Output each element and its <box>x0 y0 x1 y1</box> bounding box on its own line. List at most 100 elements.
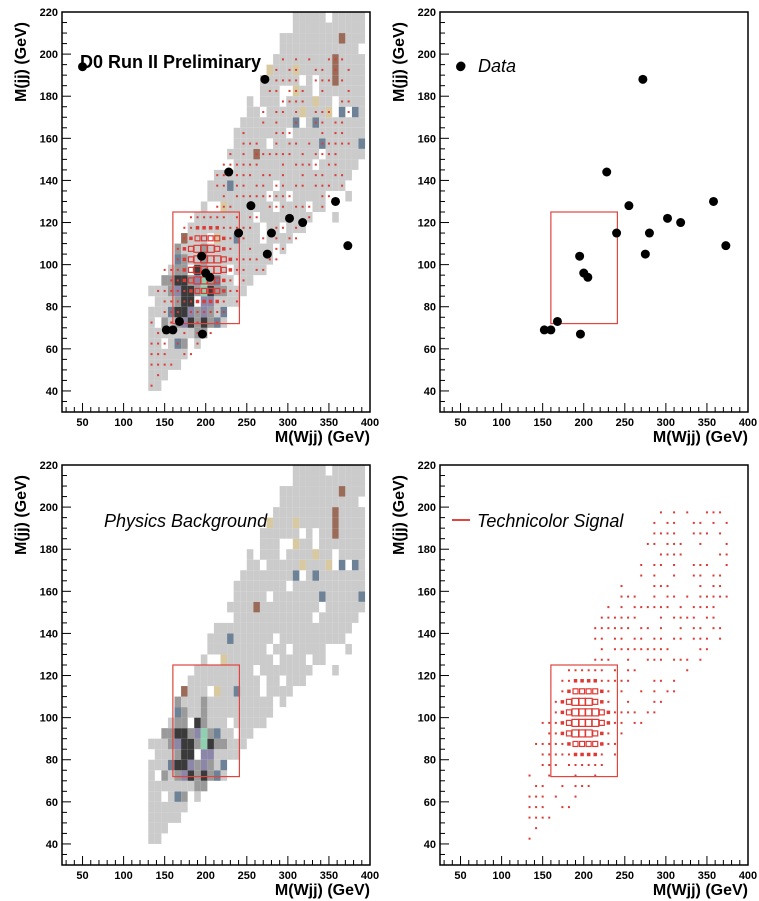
background-bin <box>240 612 247 623</box>
signal-bin <box>341 79 344 82</box>
background-bin <box>233 675 241 687</box>
background-bin <box>345 507 352 518</box>
background-bin <box>286 180 293 191</box>
background-bin <box>338 570 346 581</box>
background-bin <box>259 570 267 581</box>
signal-bin <box>600 731 604 736</box>
background-bin <box>181 306 188 318</box>
background-bin <box>351 33 359 44</box>
data-point <box>298 218 308 228</box>
signal-bin <box>308 58 311 61</box>
background-bin <box>246 549 254 560</box>
background-bin <box>213 665 221 676</box>
signal-bin <box>548 764 551 766</box>
signal-bin <box>222 278 226 283</box>
background-bin <box>181 707 188 718</box>
y-tick-label: 140 <box>418 628 436 640</box>
background-bin <box>240 591 247 602</box>
background-bin <box>345 496 352 508</box>
background-bin <box>305 612 313 623</box>
background-bin <box>273 643 280 655</box>
background-bin <box>305 22 313 34</box>
y-tick-label: 180 <box>418 544 436 556</box>
signal-bin <box>215 299 219 304</box>
background-bin <box>200 675 208 687</box>
background-bin <box>161 759 168 771</box>
background-bin <box>325 85 333 97</box>
background-bin <box>325 475 333 487</box>
background-bin <box>266 559 274 571</box>
background-bin <box>299 222 306 234</box>
data-point <box>612 228 622 238</box>
signal-bin <box>653 564 656 566</box>
x-tick-label: 150 <box>155 417 173 429</box>
signal-bin <box>528 774 531 777</box>
signal-bin <box>633 711 636 714</box>
background-bin <box>279 570 287 581</box>
background-bin <box>325 507 333 518</box>
signal-bin <box>600 764 603 766</box>
background-bin <box>279 622 287 634</box>
background-bin <box>279 559 287 571</box>
y-tick-label: 100 <box>40 713 58 725</box>
signal-bin <box>200 287 208 295</box>
signal-bin <box>295 111 298 113</box>
signal-bin <box>592 698 599 705</box>
signal-bin <box>268 89 271 92</box>
background-bin <box>325 612 333 623</box>
background-bin <box>253 127 260 139</box>
signal-bin <box>712 585 715 588</box>
background-bin <box>220 717 228 729</box>
background-bin <box>253 707 260 718</box>
background-bin <box>174 791 182 802</box>
signal-bin <box>288 68 291 71</box>
background-bin <box>345 475 352 487</box>
background-bin <box>207 254 214 265</box>
x-tick-label: 350 <box>320 870 338 882</box>
background-bin <box>194 254 201 265</box>
background-bin <box>292 654 300 665</box>
signal-bin <box>262 268 265 271</box>
background-bin <box>259 96 267 107</box>
background-bin <box>279 643 287 655</box>
background-bin <box>233 580 241 592</box>
signal-bin <box>183 289 186 292</box>
background-bin <box>312 127 320 139</box>
background-bin <box>187 770 195 781</box>
signal-bin <box>719 532 722 535</box>
signal-bin <box>196 321 199 324</box>
signal-bin <box>673 542 676 545</box>
background-bin <box>253 654 260 665</box>
signal-bin <box>574 669 577 672</box>
signal-bin <box>176 311 179 313</box>
signal-bin <box>607 616 610 619</box>
background-bin <box>181 338 188 349</box>
signal-bin <box>314 163 317 166</box>
background-bin <box>305 465 313 476</box>
signal-bin <box>242 184 245 187</box>
signal-bin <box>308 163 311 166</box>
signal-bin <box>692 606 695 609</box>
signal-bin <box>586 679 591 683</box>
signal-bin <box>659 637 662 640</box>
signal-bin <box>653 595 656 598</box>
background-bin <box>227 665 234 676</box>
background-bin <box>259 633 267 644</box>
y-tick-label: 200 <box>418 502 436 514</box>
background-bin <box>286 106 293 118</box>
signal-bin <box>275 184 278 187</box>
signal-bin <box>712 521 715 524</box>
background-bin <box>286 201 293 212</box>
signal-bin <box>235 226 238 229</box>
background-bin <box>148 738 155 750</box>
signal-bin <box>327 163 330 166</box>
background-bin <box>266 222 274 234</box>
background-bin <box>187 275 195 286</box>
signal-bin <box>321 132 324 135</box>
background-bin <box>240 212 247 223</box>
background-bin <box>213 749 221 760</box>
background-bin <box>187 707 195 718</box>
background-bin <box>174 770 182 781</box>
signal-bin <box>633 595 636 598</box>
signal-bin <box>705 595 708 598</box>
